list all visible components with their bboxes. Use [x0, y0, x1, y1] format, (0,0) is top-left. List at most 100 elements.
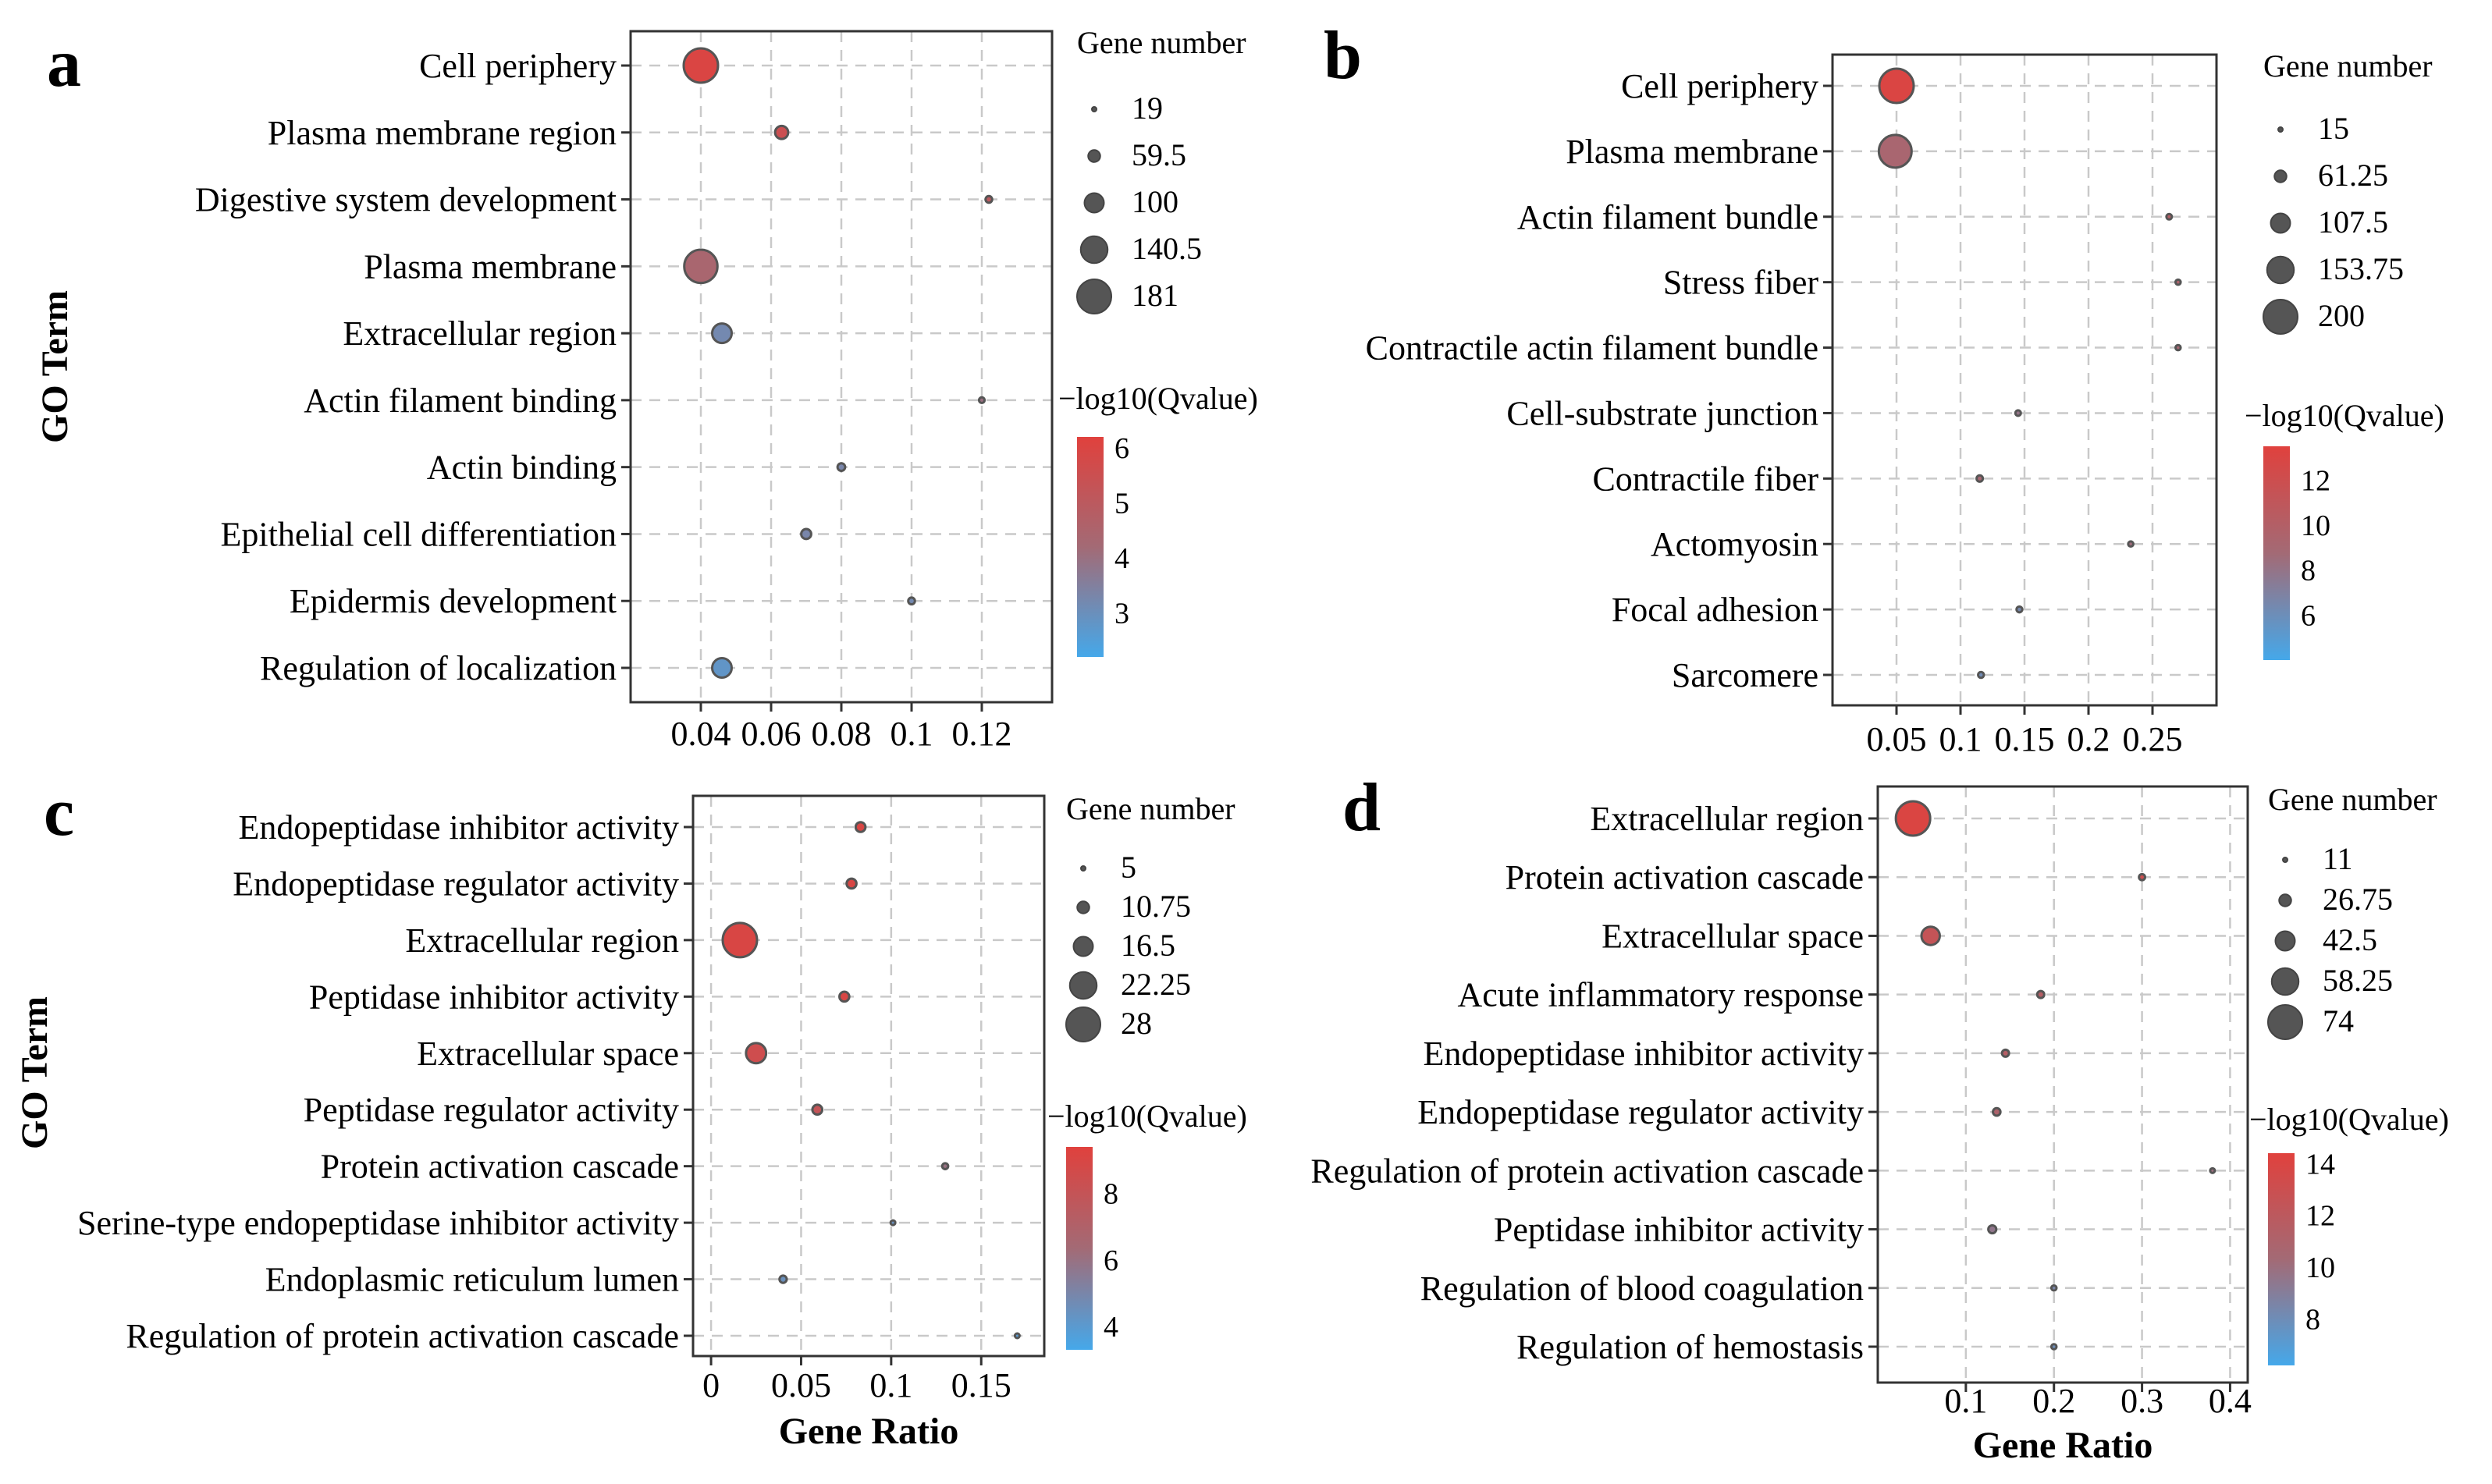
data-point: [711, 322, 733, 345]
color-legend-title: −log10(Qvalue): [1058, 381, 1258, 416]
size-legend-dot: [2278, 893, 2292, 907]
x-tick-label: 0.1: [1944, 1382, 1987, 1420]
y-tick-label: Acute inflammatory response: [1457, 976, 1864, 1014]
size-legend-label: 61.25: [2318, 158, 2388, 193]
data-point: [711, 657, 733, 679]
size-legend-dot: [1087, 149, 1101, 163]
y-tick-label: Protein activation cascade: [321, 1148, 679, 1186]
y-tick-label: Plasma membrane: [364, 247, 617, 286]
plot-frame: [1876, 785, 2249, 1384]
data-point: [984, 194, 994, 204]
x-tick-label: 0.25: [2123, 720, 2183, 758]
color-legend-title: −log10(Qvalue): [2245, 398, 2444, 433]
data-point: [2174, 343, 2182, 352]
x-axis-title: Gene Ratio: [1973, 1425, 2153, 1466]
color-legend-title: −log10(Qvalue): [1047, 1099, 1247, 1134]
data-point: [1920, 925, 1941, 946]
size-legend-label: 11: [2323, 841, 2353, 876]
x-tick-label: 0.1: [869, 1366, 912, 1404]
size-legend-title: Gene number: [1077, 25, 1246, 60]
y-tick-label: Contractile fiber: [1592, 460, 1818, 498]
colorbar-tick-label: 10: [2305, 1251, 2335, 1284]
size-legend-dot: [2277, 126, 2284, 133]
y-tick-label: Digestive system development: [195, 181, 617, 219]
colorbar-tick-label: 4: [1104, 1311, 1118, 1344]
y-tick-label: Cell-substrate junction: [1506, 394, 1818, 432]
colorbar-tick-label: 10: [2301, 509, 2330, 542]
data-point: [1975, 474, 1985, 483]
x-tick-label: 0.1: [891, 715, 933, 753]
size-legend-title: Gene number: [1066, 791, 1235, 826]
size-legend-label: 181: [1132, 278, 1178, 313]
panel-letter: d: [1342, 770, 1381, 846]
panel-b: Cell periphery Plasma membrane Actin filam…: [1324, 18, 2444, 758]
x-tick-label: 0.12: [952, 715, 1012, 753]
size-legend-dot: [1065, 1006, 1101, 1042]
colorbar-tick-label: 6: [1104, 1244, 1118, 1277]
y-tick-label: Cell periphery: [1621, 67, 1818, 105]
size-legend-title: Gene number: [2263, 48, 2433, 83]
y-tick-label: Extracellular space: [417, 1035, 679, 1073]
y-tick-label: Regulation of protein activation cascade: [1310, 1152, 1864, 1190]
panel-d: Extracellular region Protein activation c…: [1310, 770, 2448, 1466]
data-point: [2209, 1166, 2216, 1174]
colorbar-tick-label: 6: [2301, 599, 2316, 632]
x-tick-label: 0.04: [671, 715, 731, 753]
y-tick-label: Regulation of blood coagulation: [1420, 1269, 1864, 1308]
colorbar-tick-label: 8: [1104, 1178, 1118, 1211]
size-legend-label: 59.5: [1132, 137, 1186, 172]
data-point: [2127, 540, 2135, 549]
y-tick-label: Endoplasmic reticulum lumen: [265, 1261, 679, 1299]
size-legend-label: 22.25: [1121, 967, 1191, 1002]
size-legend-dot: [1079, 235, 1109, 264]
data-point: [1878, 67, 1915, 105]
size-legend-dot: [2266, 255, 2295, 285]
y-tick-label: Endopeptidase regulator activity: [233, 864, 679, 903]
y-tick-label: Actin binding: [427, 449, 617, 487]
y-tick-label: Peptidase regulator activity: [304, 1091, 679, 1129]
x-tick-label: 0.06: [741, 715, 802, 753]
y-tick-label: Regulation of hemostasis: [1516, 1328, 1864, 1366]
size-legend-label: 107.5: [2318, 204, 2388, 240]
y-tick-label: Serine-type endopeptidase inhibitor acti…: [77, 1204, 679, 1242]
y-tick-label: Sarcomere: [1672, 656, 1818, 694]
x-tick-label: 0.2: [2067, 720, 2110, 758]
colorbar-tick-label: 14: [2305, 1148, 2335, 1180]
data-point: [2049, 1283, 2058, 1292]
data-point: [1987, 1223, 1998, 1235]
colorbar: [2263, 446, 2290, 660]
y-tick-label: Focal adhesion: [1612, 591, 1818, 629]
size-legend-dot: [2270, 967, 2300, 996]
size-legend-label: 16.5: [1121, 928, 1175, 963]
size-legend-label: 42.5: [2323, 922, 2377, 957]
data-point: [683, 248, 719, 285]
data-point: [2138, 872, 2146, 882]
y-tick-label: Regulation of localization: [260, 649, 617, 687]
size-legend-label: 100: [1132, 184, 1178, 219]
y-tick-label: Contractile actin filament bundle: [1366, 329, 1818, 367]
colorbar: [1077, 437, 1104, 657]
y-tick-label: Protein activation cascade: [1506, 858, 1864, 896]
y-tick-label: Extracellular region: [343, 314, 617, 353]
data-point: [2049, 1343, 2058, 1351]
panel-c: Endopeptidase inhibitor activity Endopept…: [14, 775, 1247, 1452]
size-legend-dot: [2267, 1004, 2303, 1040]
size-legend-dot: [2263, 299, 2298, 335]
size-legend-dot: [2273, 169, 2288, 183]
size-legend-label: 74: [2323, 1003, 2354, 1038]
y-tick-label: Stress fiber: [1663, 264, 1819, 302]
x-tick-label: 0: [702, 1366, 720, 1404]
size-legend-label: 26.75: [2323, 882, 2393, 917]
panel-letter: b: [1324, 18, 1362, 94]
colorbar-tick-label: 8: [2305, 1303, 2320, 1336]
panel-letter: c: [44, 775, 74, 850]
data-point: [907, 596, 916, 606]
data-point: [1992, 1106, 2002, 1117]
x-tick-label: 0.05: [771, 1366, 831, 1404]
y-tick-label: Endopeptidase regulator activity: [1417, 1093, 1864, 1131]
size-legend-dot: [1076, 900, 1090, 914]
colorbar-tick-label: 4: [1114, 542, 1129, 575]
y-tick-label: Endopeptidase inhibitor activity: [1423, 1035, 1864, 1073]
data-point: [811, 1103, 824, 1117]
